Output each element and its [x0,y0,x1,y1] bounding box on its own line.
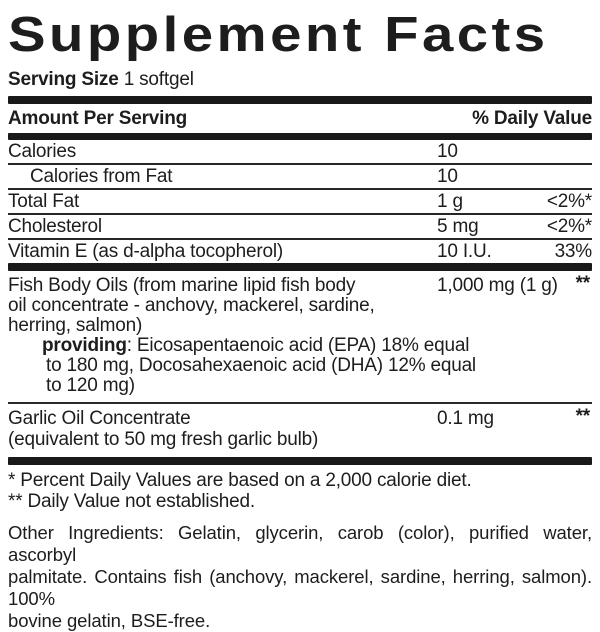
garlic-oil-section: Garlic Oil Concentrate (equivalent to 50… [8,404,592,457]
amount-per-serving-label: Amount Per Serving [8,108,188,129]
nutrient-name: Cholesterol [8,216,102,237]
thin-rule [8,402,592,404]
other-ingredients-line: palmitate. Contains fish (anchovy, macke… [8,566,592,609]
footnote-daily-values: * Percent Daily Values are based on a 2,… [8,470,472,491]
nutrient-daily-value [458,167,592,187]
nutrient-amount: 5 mg [437,216,479,237]
other-ingredients: Other Ingredients: Gelatin, glycerin, ca… [8,522,592,632]
thick-rule-bottom [8,457,592,465]
table-header-row: Amount Per Serving % Daily Value [8,104,592,133]
nutrient-name: Calories [8,141,77,162]
fish-providing-line: providing: Eicosapentaenoic acid (EPA) 1… [8,336,592,356]
thick-rule-top [8,96,592,104]
fish-name-line: oil concentrate - anchovy, mackerel, sar… [8,295,375,316]
other-ingredients-line: Other Ingredients: Gelatin, glycerin, ca… [8,522,592,565]
table-row: Cholesterol 5 mg <2%* [8,215,592,240]
other-ingredients-line: bovine gelatin, BSE-free. [8,610,211,631]
garlic-name-line: Garlic Oil Concentrate [8,408,191,429]
fish-providing-line: to 120 mg) [46,375,135,396]
nutrient-daily-value: <2%* [546,216,592,237]
table-row: Calories 10 [8,140,592,165]
providing-label: providing [42,335,127,356]
serving-size-label: Serving Size [8,69,119,90]
table-row: Total Fat 1 g <2%* [8,190,592,215]
nutrient-amount: 1,000 mg (1 g) [437,275,558,296]
serving-size-line: Serving Size 1 softgel [8,69,592,91]
nutrient-amount: 10 I.U. [437,241,492,262]
fish-name-line: herring, salmon) [8,315,143,336]
nutrient-daily-value: ** [575,273,591,294]
daily-value-label: % Daily Value [472,108,592,129]
footnotes: * Percent Daily Values are based on a 2,… [8,465,592,512]
nutrient-amount: 0.1 mg [437,408,494,429]
fish-body-oils-section: Fish Body Oils (from marine lipid fish b… [8,271,592,402]
table-row: Calories from Fat 10 [8,165,592,190]
garlic-name-line: (equivalent to 50 mg fresh garlic bulb) [8,429,319,450]
nutrient-daily-value [458,142,592,162]
nutrient-daily-value: 33% [554,241,593,262]
nutrient-daily-value: <2%* [546,191,592,212]
nutrient-amount: 10 [437,166,458,187]
thick-rule-header [8,133,592,140]
serving-size-value: 1 softgel [123,69,194,90]
nutrient-amount: 10 [437,141,458,162]
thick-rule-mid [8,263,592,271]
footnote-not-established: ** Daily Value not established. [8,491,255,512]
nutrient-name: Calories from Fat [30,166,173,187]
fish-name-line: Fish Body Oils (from marine lipid fish b… [8,275,356,296]
nutrient-amount: 1 g [437,191,463,212]
providing-text: : Eicosapentaenoic acid (EPA) 18% equal [126,335,470,356]
table-row: Vitamin E (as d-alpha tocopherol) 10 I.U… [8,240,592,263]
fish-providing-line: to 180 mg, Docosahexaenoic acid (DHA) 12… [46,355,476,376]
page-title: Supplement Facts [8,8,549,62]
nutrient-name: Total Fat [8,191,80,212]
nutrient-daily-value: ** [575,406,591,427]
nutrient-name: Vitamin E (as d-alpha tocopherol) [8,241,284,262]
